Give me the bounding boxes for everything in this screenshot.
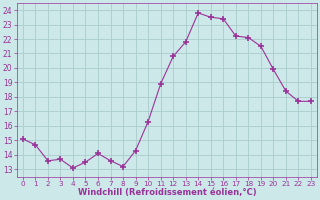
X-axis label: Windchill (Refroidissement éolien,°C): Windchill (Refroidissement éolien,°C) — [77, 188, 256, 197]
